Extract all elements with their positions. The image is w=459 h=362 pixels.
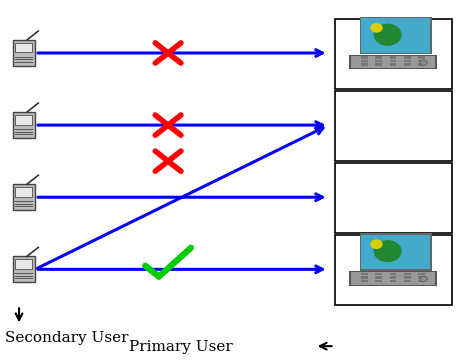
Bar bbox=[12, 184, 34, 210]
Bar bbox=[375, 60, 381, 62]
Bar bbox=[417, 60, 424, 62]
Circle shape bbox=[373, 240, 401, 262]
Text: Secondary User: Secondary User bbox=[5, 331, 129, 345]
Bar bbox=[375, 280, 381, 282]
Circle shape bbox=[369, 23, 382, 33]
Bar bbox=[334, 91, 451, 161]
Bar bbox=[12, 40, 34, 66]
Bar bbox=[417, 63, 424, 66]
Bar bbox=[403, 276, 410, 279]
Bar bbox=[417, 280, 424, 282]
Bar bbox=[15, 43, 32, 52]
Bar bbox=[417, 273, 424, 275]
Bar bbox=[12, 256, 34, 282]
Bar bbox=[334, 163, 451, 233]
Bar bbox=[360, 63, 367, 66]
Bar bbox=[403, 60, 410, 62]
Bar bbox=[389, 63, 396, 66]
Bar bbox=[389, 273, 396, 275]
Bar bbox=[15, 115, 32, 125]
Bar bbox=[389, 276, 396, 279]
Bar bbox=[334, 235, 451, 306]
Bar bbox=[360, 273, 367, 275]
Bar bbox=[361, 18, 430, 53]
Bar bbox=[349, 55, 436, 70]
Bar bbox=[403, 273, 410, 275]
Bar bbox=[350, 56, 434, 68]
Bar bbox=[389, 60, 396, 62]
Bar bbox=[360, 56, 367, 59]
Circle shape bbox=[419, 60, 426, 66]
Bar bbox=[15, 187, 32, 197]
Bar bbox=[361, 235, 430, 269]
Bar bbox=[334, 19, 451, 89]
Bar bbox=[389, 56, 396, 59]
Bar bbox=[403, 63, 410, 66]
Bar bbox=[15, 259, 32, 269]
Bar bbox=[417, 276, 424, 279]
Circle shape bbox=[373, 24, 401, 46]
Bar bbox=[403, 56, 410, 59]
Bar bbox=[375, 56, 381, 59]
Bar bbox=[360, 280, 367, 282]
Bar bbox=[349, 271, 436, 286]
Bar bbox=[359, 17, 431, 54]
Circle shape bbox=[369, 239, 382, 249]
Bar bbox=[350, 272, 434, 285]
Bar bbox=[359, 233, 431, 270]
Bar bbox=[375, 63, 381, 66]
Bar bbox=[360, 276, 367, 279]
Circle shape bbox=[419, 276, 426, 282]
Bar bbox=[389, 280, 396, 282]
Bar bbox=[360, 60, 367, 62]
Bar bbox=[375, 276, 381, 279]
Bar bbox=[375, 273, 381, 275]
Bar bbox=[403, 280, 410, 282]
Text: Primary User: Primary User bbox=[129, 340, 232, 354]
Bar bbox=[12, 112, 34, 138]
Bar bbox=[417, 56, 424, 59]
